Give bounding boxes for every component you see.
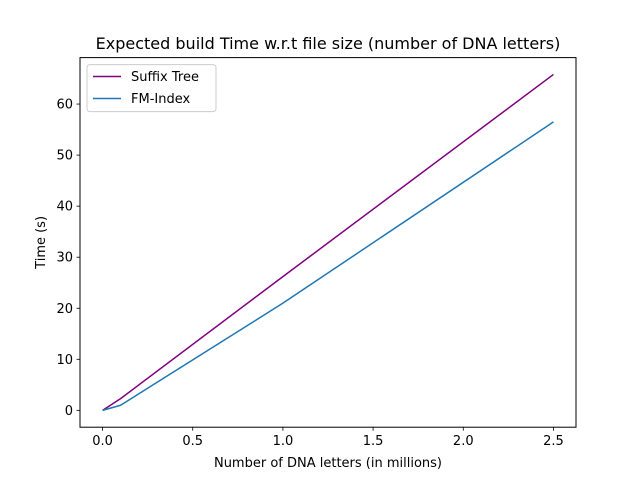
legend-label-0: Suffix Tree <box>131 70 199 85</box>
legend: Suffix Tree FM-Index <box>86 64 217 113</box>
y-tick-label: 10 <box>56 353 73 368</box>
series-line-0 <box>102 73 554 411</box>
x-axis: 0.0 0.5 1.0 1.5 2.0 2.5 <box>92 427 564 449</box>
y-tick-label: 60 <box>56 98 73 113</box>
series-line-1 <box>102 121 554 412</box>
y-tick-label: 20 <box>56 302 73 317</box>
x-tick-label: 2.0 <box>453 434 474 449</box>
y-tick-label: 30 <box>56 251 73 266</box>
legend-label-1: FM-Index <box>131 92 190 107</box>
y-axis-label: Time (s) <box>34 216 49 270</box>
x-tick-label: 2.5 <box>543 434 564 449</box>
x-tick-label: 1.5 <box>363 434 384 449</box>
y-tick-label: 50 <box>56 149 73 164</box>
y-axis: 0 10 20 30 40 50 60 <box>56 98 80 419</box>
plot-area-frame <box>79 57 577 428</box>
chart-title: Expected build Time w.r.t file size (num… <box>96 34 561 53</box>
x-tick-label: 0.5 <box>182 434 203 449</box>
x-tick-label: 1.0 <box>273 434 294 449</box>
y-tick-label: 0 <box>65 404 73 419</box>
x-tick-label: 0.0 <box>92 434 113 449</box>
x-axis-label: Number of DNA letters (in millions) <box>214 456 442 471</box>
y-tick-label: 40 <box>56 200 73 215</box>
series-layer <box>102 73 554 412</box>
